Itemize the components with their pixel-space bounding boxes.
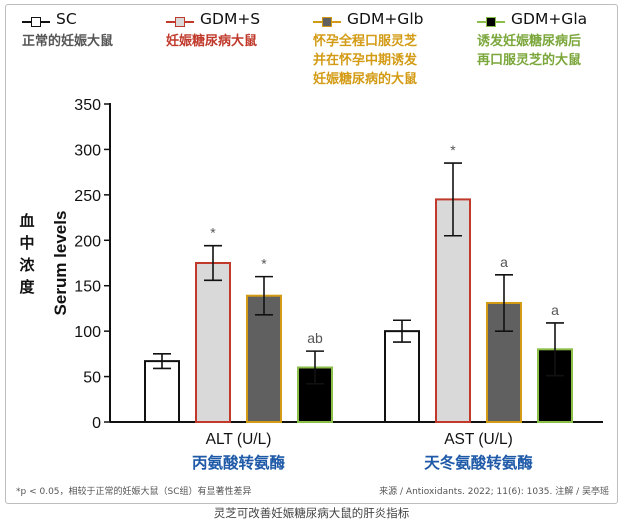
legend-desc-line: 妊娠糖尿病的大鼠 <box>313 72 418 87</box>
y-tick-label: 250 <box>74 188 101 205</box>
significance-label: ab <box>307 330 323 346</box>
legend-desc-line: 妊娠糖尿病大鼠 <box>166 34 258 49</box>
legend-marker-sc <box>22 17 50 27</box>
legend-name: GDM+S <box>200 10 261 28</box>
y-axis-label-char: 度 <box>19 278 35 296</box>
legend-desc: 正常的妊娠大鼠 <box>22 32 113 51</box>
figure-caption: 灵芝可改善妊娠糖尿病大鼠的肝炎指标 <box>213 506 410 520</box>
legend-desc: 怀孕全程口服灵芝 并在怀孕中期诱发 妊娠糖尿病的大鼠 <box>313 32 417 89</box>
group-label: ALT (U/L) <box>206 431 272 448</box>
bar <box>384 330 420 423</box>
bar <box>195 262 231 423</box>
y-tick-label: 300 <box>74 142 101 159</box>
source-note: 来源 / Antioxidants. 2022; 11(6): 1035. 注解… <box>379 487 609 497</box>
bar <box>246 294 282 423</box>
legend-name: SC <box>56 10 77 28</box>
y-tick-label: 0 <box>92 415 101 432</box>
bar <box>144 360 180 423</box>
group-label-cn: 丙氨酸转氨酶 <box>192 453 286 472</box>
legend-desc-line: 诱发妊娠糖尿病后 <box>477 34 582 49</box>
y-axis-label-char: 中 <box>19 234 35 252</box>
significance-label: * <box>210 225 216 241</box>
significance-label: * <box>261 256 267 272</box>
y-tick-label: 50 <box>83 370 101 387</box>
y-axis-label-char: 血 <box>19 212 35 230</box>
legend-desc-line: 正常的妊娠大鼠 <box>22 34 114 49</box>
legend-desc: 诱发妊娠糖尿病后 再口服灵芝的大鼠 <box>477 32 581 70</box>
legend-marker-gdm-s <box>166 17 194 27</box>
legend-desc-line: 怀孕全程口服灵芝 <box>313 34 418 49</box>
group-label-cn: 天冬氨酸转氨酶 <box>424 453 533 472</box>
legend-desc: 妊娠糖尿病大鼠 <box>166 32 257 51</box>
legend-marker-gdm-glb <box>313 17 341 27</box>
y-tick-label: 200 <box>74 233 101 250</box>
legend-name: GDM+Glb <box>347 10 424 28</box>
y-axis-label-char: 浓 <box>19 256 35 274</box>
y-tick-label: 100 <box>74 324 101 341</box>
significance-label: a <box>551 302 559 318</box>
significance-label: a <box>500 254 508 270</box>
legend-desc-line: 再口服灵芝的大鼠 <box>477 53 582 68</box>
significance-label: * <box>450 142 456 158</box>
legend-marker-gdm-gla <box>477 17 505 27</box>
group-label: AST (U/L) <box>444 431 513 448</box>
y-axis-label-cn: 血 中 浓 度 <box>18 210 36 298</box>
y-tick-label: 150 <box>74 279 101 296</box>
bar-chart: 0 50 100 150 200 250 300 350 Serum levels * * * a ab a… <box>51 97 603 472</box>
legend-name: GDM+Gla <box>511 10 588 28</box>
legend-desc-line: 并在怀孕中期诱发 <box>313 53 418 68</box>
y-tick-label: 350 <box>74 97 101 114</box>
footnote: *p < 0.05，相较于正常的妊娠大鼠（SC组）有显著性差异 <box>16 487 252 497</box>
y-axis-label: Serum levels <box>51 211 70 316</box>
